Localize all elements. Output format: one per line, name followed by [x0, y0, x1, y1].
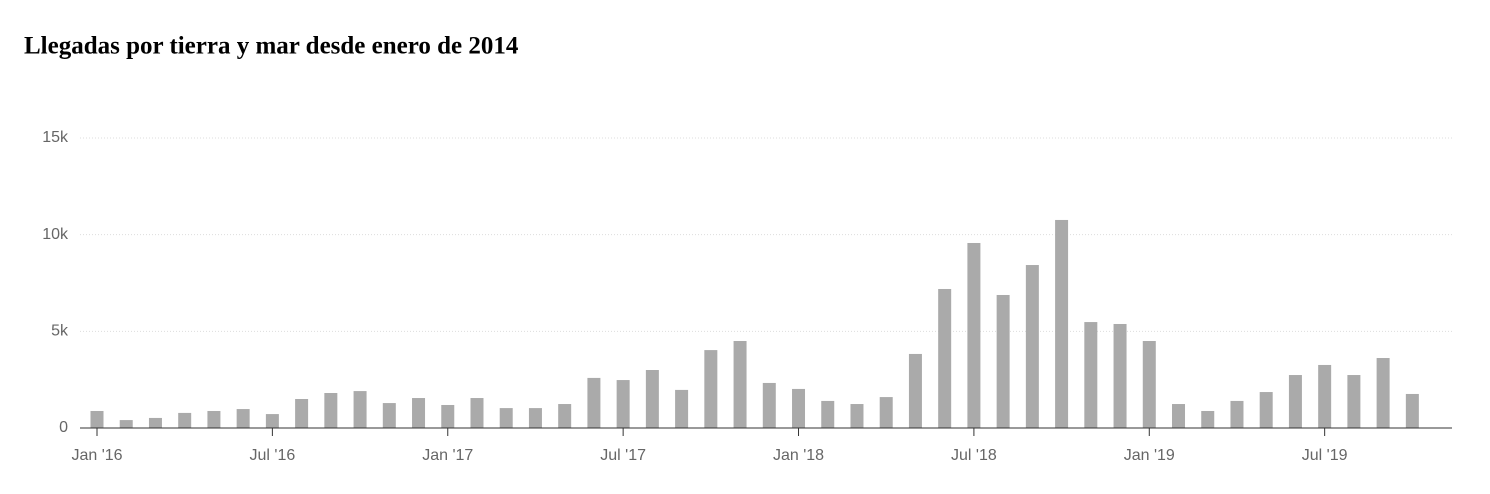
x-tick-label: Jul '19 — [1302, 447, 1348, 464]
bar — [1025, 265, 1039, 428]
x-tick-label: Jan '19 — [1124, 447, 1175, 464]
bar — [178, 412, 192, 428]
bar — [1084, 322, 1098, 428]
x-tick-label: Jan '16 — [71, 447, 122, 464]
bar — [908, 353, 922, 428]
bar — [412, 398, 426, 428]
bar — [1318, 364, 1332, 428]
y-tick-label: 10k — [42, 226, 69, 243]
bar — [236, 409, 250, 428]
bar — [1347, 375, 1361, 428]
bar — [645, 370, 659, 428]
bar — [1405, 393, 1419, 428]
bar — [90, 410, 104, 428]
bar — [616, 380, 630, 428]
bar — [1230, 400, 1244, 428]
bar — [1142, 341, 1156, 428]
bar — [1201, 410, 1215, 428]
bar — [762, 382, 776, 428]
bar — [295, 399, 309, 428]
bar — [265, 414, 279, 428]
bar — [675, 389, 689, 428]
bar — [470, 398, 484, 428]
bar — [733, 341, 747, 428]
bar — [207, 410, 221, 428]
bar — [1172, 404, 1186, 428]
bar — [967, 242, 981, 428]
bar — [528, 408, 542, 428]
bar — [441, 404, 455, 428]
y-tick-label: 5k — [51, 323, 69, 340]
x-tick-label: Jan '18 — [773, 447, 824, 464]
bar — [850, 404, 864, 428]
y-tick-label: 15k — [42, 129, 69, 146]
x-tick-label: Jul '16 — [250, 447, 296, 464]
bar — [792, 388, 806, 428]
bar — [148, 417, 162, 428]
bar — [1113, 323, 1127, 428]
bar — [704, 350, 718, 428]
bar — [499, 408, 513, 428]
bar — [1288, 375, 1302, 428]
bar — [821, 400, 835, 428]
x-tick-label: Jul '18 — [951, 447, 997, 464]
x-tick-label: Jul '17 — [600, 447, 646, 464]
bar — [1376, 358, 1390, 428]
bar — [382, 403, 396, 428]
bar — [353, 391, 367, 428]
bar — [996, 294, 1010, 428]
x-tick-label: Jan '17 — [422, 447, 473, 464]
bar — [119, 420, 133, 428]
chart-title: Llegadas por tierra y mar desde enero de… — [24, 33, 519, 60]
bar — [587, 377, 601, 428]
bar — [324, 393, 338, 428]
bar — [879, 397, 893, 428]
bar — [1259, 392, 1273, 428]
bar — [558, 404, 572, 428]
y-tick-label: 0 — [59, 419, 68, 436]
bar — [1055, 219, 1069, 428]
bar — [938, 288, 952, 428]
